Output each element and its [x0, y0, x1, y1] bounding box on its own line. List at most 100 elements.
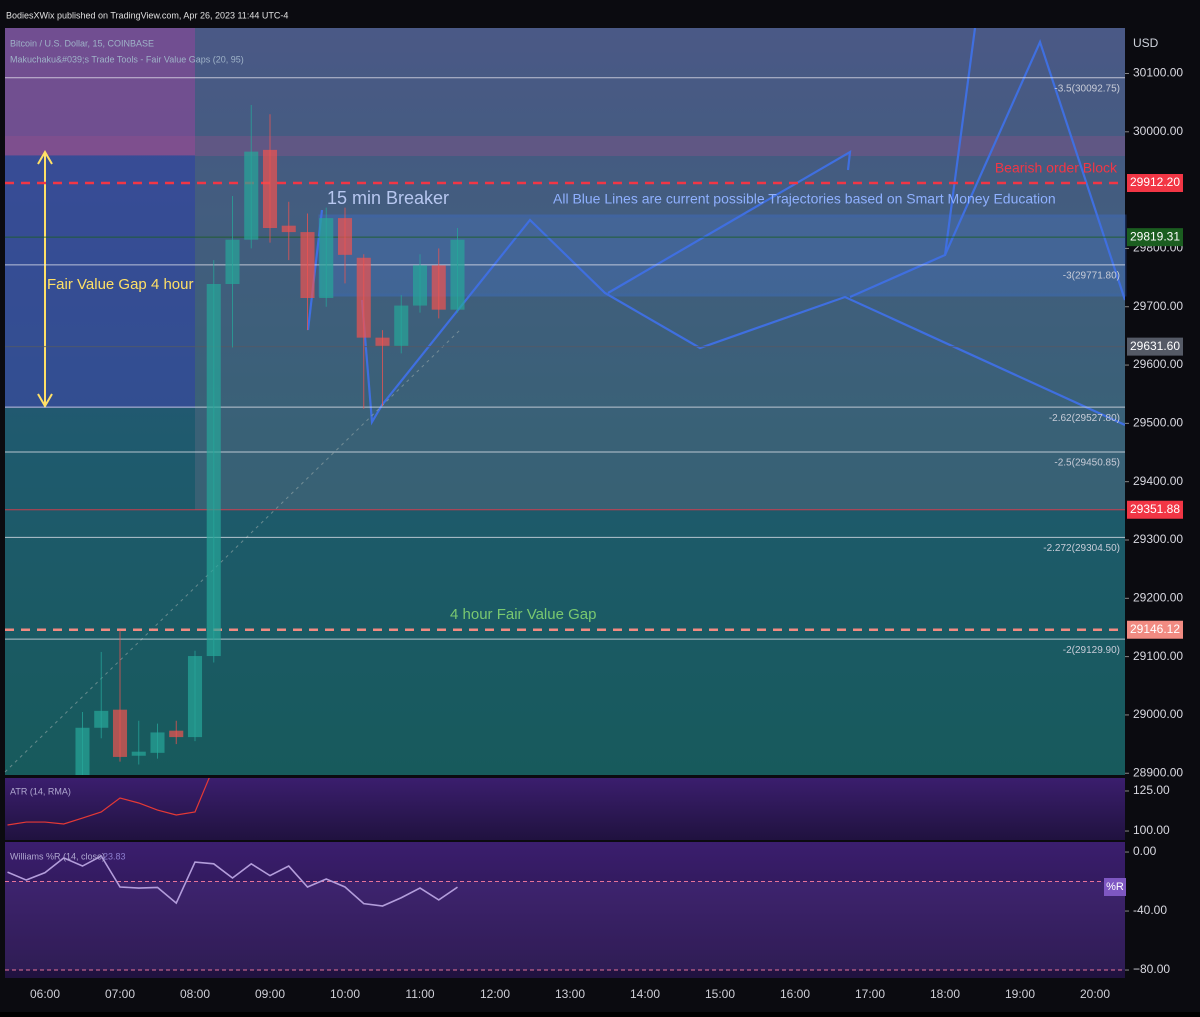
- y-tick-label: 30100.00: [1133, 66, 1183, 80]
- fib-label: -2.272(29304.50): [1043, 543, 1120, 554]
- indicator-value: -23.83: [100, 851, 126, 861]
- fvg-arrow: [37, 150, 53, 408]
- x-tick-label: 12:00: [480, 987, 510, 1001]
- fib-label: -2(29129.90): [1063, 645, 1120, 656]
- candle-body: [300, 232, 315, 298]
- y-tick-label: 29500.00: [1133, 416, 1183, 430]
- fib-label: -3(29771.80): [1063, 271, 1120, 282]
- indicator-title: Williams %R (14, close): [10, 851, 105, 861]
- price-tag-label: 29819.31: [1130, 229, 1180, 243]
- candle-body: [94, 710, 109, 728]
- main-layer: [5, 77, 1125, 775]
- x-tick-label: 17:00: [855, 987, 885, 1001]
- x-tick-label: 11:00: [405, 987, 434, 1001]
- x-tick-label: 06:00: [30, 987, 60, 1001]
- y-tick-label: 30000.00: [1133, 124, 1183, 138]
- zone: [5, 155, 195, 408]
- y-tick-label: 29100.00: [1133, 649, 1183, 663]
- x-tick-label: 10:00: [330, 987, 360, 1001]
- tag: %R: [1106, 881, 1124, 893]
- y-tick-label: 125.00: [1133, 783, 1170, 797]
- y-tick-label: 28900.00: [1133, 765, 1183, 779]
- price-tag: [1127, 620, 1183, 639]
- candle-body: [450, 239, 465, 310]
- price-tag: [1127, 500, 1183, 519]
- price-tag: [1127, 228, 1183, 247]
- candle-body: [150, 732, 165, 753]
- x-tick-label: 16:00: [780, 987, 810, 1001]
- x-tick-label: 09:00: [255, 987, 285, 1001]
- y-tick-label: 29000.00: [1133, 707, 1183, 721]
- x-tick-label: 07:00: [105, 987, 135, 1001]
- plot: [5, 77, 1125, 775]
- indicator-layer: [5, 778, 1125, 971]
- annotation: 15 min Breaker: [327, 188, 449, 208]
- indicator-name: Makuchaku&#039;s Trade Tools - Fair Valu…: [10, 54, 244, 64]
- candle-body: [375, 337, 390, 346]
- fib-label: -2.62(29527.80): [1049, 413, 1120, 424]
- fib-label: -2.5(29450.85): [1054, 458, 1120, 469]
- trajectories: [306, 28, 1125, 427]
- x-tick-label: 08:00: [180, 987, 210, 1001]
- trajectory: [943, 38, 1125, 301]
- price-tag-label: 29351.88: [1130, 502, 1180, 516]
- indicator-title: ATR (14, RMA): [10, 786, 71, 796]
- price-tag-label: 29146.12: [1130, 622, 1180, 636]
- y-tick-label: 29200.00: [1133, 590, 1183, 604]
- y-tick-label: 29400.00: [1133, 474, 1183, 488]
- indicator-line: [7, 778, 210, 826]
- x-tick-label: 13:00: [555, 987, 585, 1001]
- atr-pane: [5, 778, 1125, 840]
- annotation: Fair Value Gap 4 hour: [47, 276, 193, 293]
- y-tick-label: 29600.00: [1133, 357, 1183, 371]
- order-block-zone: [5, 136, 1125, 156]
- x-tick-label: 15:00: [705, 987, 735, 1001]
- y-tick-label: -40.00: [1133, 903, 1167, 917]
- williams-pane: [5, 842, 1125, 978]
- price-tag: [1127, 337, 1183, 356]
- candle-body: [356, 257, 371, 338]
- symbol: Bitcoin / U.S. Dollar, 15, COINBASE: [10, 38, 154, 48]
- y-tick-label: 29300.00: [1133, 532, 1183, 546]
- candle-body: [75, 727, 90, 775]
- trajectory: [360, 218, 1125, 427]
- candle-body: [187, 656, 203, 738]
- price-tag-label: 29912.20: [1130, 175, 1180, 189]
- candle-body: [319, 218, 334, 298]
- price-tag: [1127, 173, 1183, 192]
- candle-body: [281, 225, 296, 233]
- annotation: All Blue Lines are current possible Traj…: [553, 191, 1056, 207]
- annotation: 4 hour Fair Value Gap: [450, 606, 596, 623]
- candle-body: [169, 730, 184, 738]
- annotation: Bearish order Block: [995, 160, 1118, 176]
- candle-body: [112, 709, 128, 757]
- plot: [7, 778, 210, 826]
- candle-body: [412, 265, 428, 306]
- x-tick-label: 14:00: [630, 987, 660, 1001]
- candle-body: [431, 265, 446, 310]
- zone: [195, 28, 1125, 510]
- candle-body: [206, 283, 221, 657]
- trend-line: [4, 329, 461, 773]
- y-tick-label: −80.00: [1133, 962, 1170, 976]
- candle-body: [394, 305, 409, 346]
- price-tag-label: 29631.60: [1130, 339, 1180, 353]
- y-tick-label: 29700.00: [1133, 299, 1183, 313]
- x-tick-label: 18:00: [930, 987, 960, 1001]
- candle-body: [262, 149, 278, 229]
- tag-box: [1104, 878, 1126, 896]
- x-tick-label: 20:00: [1080, 987, 1110, 1001]
- trajectory: [607, 149, 852, 294]
- candle-body: [131, 751, 146, 756]
- y-tick-label: 0.00: [1133, 844, 1157, 858]
- candle-body: [225, 239, 240, 284]
- band: [5, 881, 1125, 971]
- zone: [5, 28, 195, 155]
- y-tick-label: 100.00: [1133, 823, 1170, 837]
- publisher: BodiesXWix published on TradingView.com,…: [6, 10, 288, 20]
- candle-body: [244, 151, 259, 240]
- candle-body: [337, 218, 353, 255]
- currency: USD: [1133, 36, 1159, 50]
